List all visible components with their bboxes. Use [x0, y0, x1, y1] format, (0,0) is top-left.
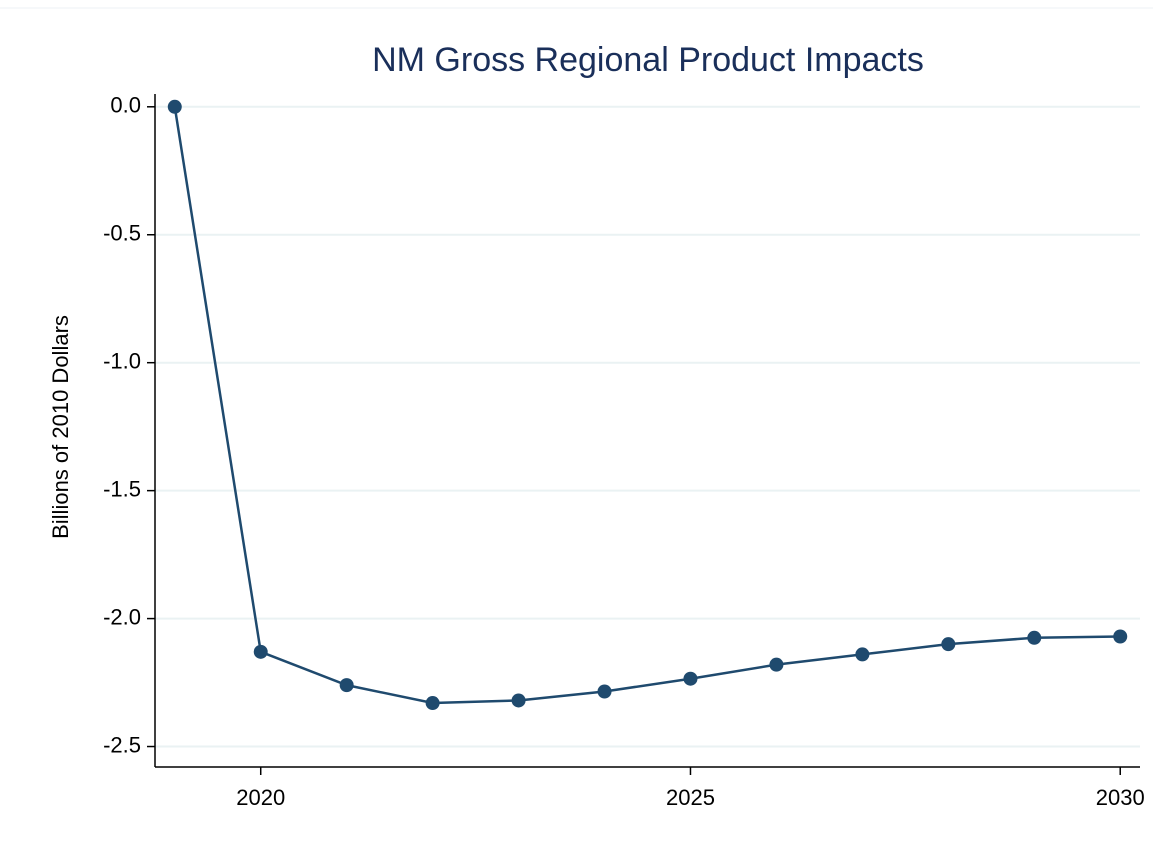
- y-tick-label: -2.0: [103, 604, 141, 629]
- y-tick-label: -1.0: [103, 349, 141, 374]
- data-point: [769, 657, 784, 672]
- chart-title: NM Gross Regional Product Impacts: [372, 41, 924, 79]
- data-point: [941, 637, 956, 652]
- data-point: [597, 684, 612, 699]
- y-tick-label: -1.5: [103, 476, 141, 501]
- y-tick-label: -0.5: [103, 221, 141, 246]
- data-point: [683, 671, 698, 686]
- data-point: [253, 644, 268, 659]
- series-line: [173, 106, 1121, 705]
- data-point: [339, 678, 354, 693]
- data-point: [511, 693, 526, 708]
- x-tick-label: 2030: [1096, 785, 1145, 810]
- data-point: [167, 99, 182, 114]
- x-tick-label: 2025: [666, 785, 715, 810]
- y-tick-label: -2.5: [103, 732, 141, 757]
- data-point: [855, 647, 870, 662]
- data-point: [1113, 629, 1128, 644]
- y-tick-label: 0.0: [110, 93, 141, 118]
- data-point: [425, 696, 440, 711]
- y-axis-label: Billions of 2010 Dollars: [48, 315, 73, 539]
- x-tick-label: 2020: [236, 785, 285, 810]
- data-point: [1027, 630, 1042, 645]
